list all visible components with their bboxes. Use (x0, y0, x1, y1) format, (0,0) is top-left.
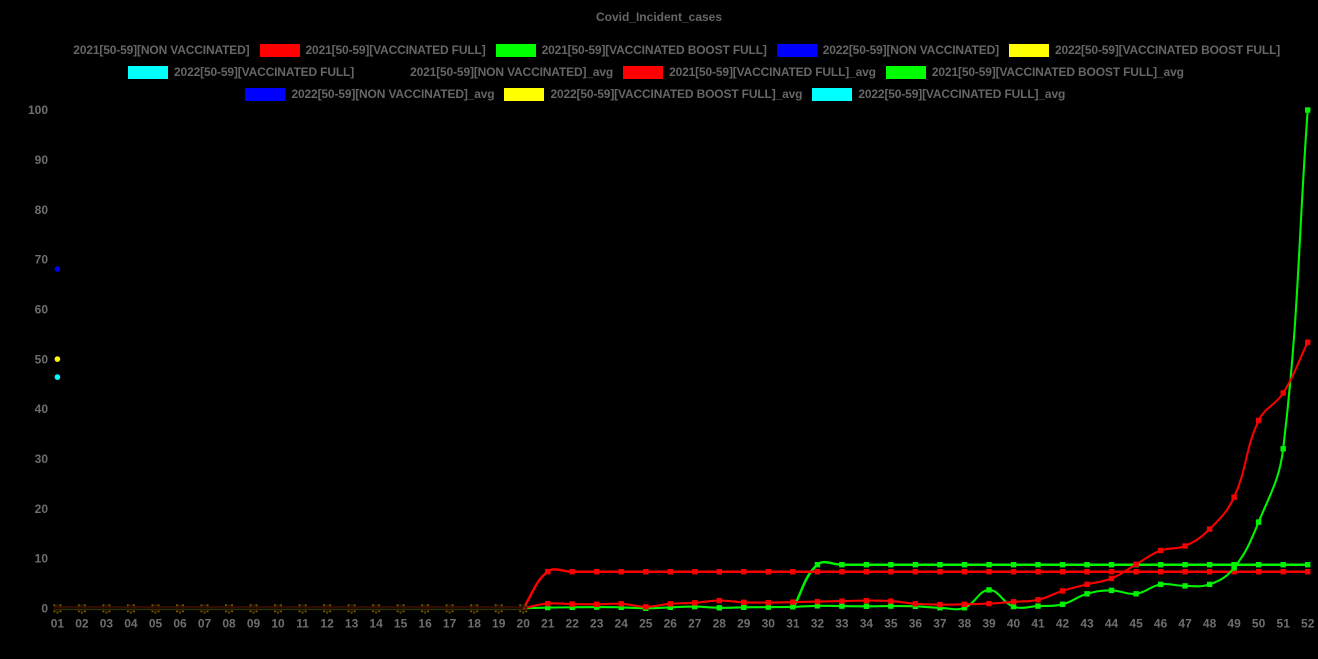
svg-text:47: 47 (1178, 617, 1192, 631)
svg-text:48: 48 (1203, 617, 1217, 631)
svg-text:13: 13 (345, 617, 359, 631)
svg-text:06: 06 (173, 617, 187, 631)
svg-text:17: 17 (443, 617, 457, 631)
svg-text:33: 33 (835, 617, 849, 631)
svg-text:43: 43 (1080, 617, 1094, 631)
svg-text:18: 18 (468, 617, 482, 631)
svg-text:16: 16 (418, 617, 432, 631)
svg-text:37: 37 (933, 617, 947, 631)
svg-text:22: 22 (566, 617, 580, 631)
svg-text:15: 15 (394, 617, 408, 631)
svg-text:40: 40 (1007, 617, 1021, 631)
svg-text:11: 11 (296, 617, 309, 631)
svg-text:27: 27 (688, 617, 702, 631)
svg-text:0: 0 (41, 602, 48, 616)
svg-text:24: 24 (615, 617, 629, 631)
svg-text:10: 10 (35, 552, 49, 566)
svg-text:08: 08 (222, 617, 236, 631)
svg-text:38: 38 (958, 617, 972, 631)
svg-text:46: 46 (1154, 617, 1168, 631)
svg-text:31: 31 (786, 617, 800, 631)
svg-text:01: 01 (51, 617, 65, 631)
svg-text:34: 34 (860, 617, 874, 631)
svg-text:21: 21 (541, 617, 555, 631)
svg-text:26: 26 (664, 617, 678, 631)
svg-text:30: 30 (35, 452, 49, 466)
svg-text:02: 02 (75, 617, 89, 631)
svg-text:80: 80 (35, 203, 49, 217)
svg-text:52: 52 (1301, 617, 1315, 631)
svg-text:60: 60 (35, 303, 49, 317)
svg-text:19: 19 (492, 617, 506, 631)
svg-text:05: 05 (149, 617, 163, 631)
svg-text:70: 70 (35, 253, 49, 267)
svg-text:100: 100 (28, 103, 48, 117)
svg-text:14: 14 (369, 617, 383, 631)
svg-text:07: 07 (198, 617, 212, 631)
svg-text:29: 29 (737, 617, 751, 631)
svg-text:03: 03 (100, 617, 114, 631)
svg-text:44: 44 (1105, 617, 1119, 631)
svg-text:45: 45 (1129, 617, 1143, 631)
svg-text:50: 50 (1252, 617, 1266, 631)
svg-text:23: 23 (590, 617, 604, 631)
svg-text:90: 90 (35, 153, 49, 167)
svg-text:10: 10 (271, 617, 285, 631)
svg-text:20: 20 (517, 617, 531, 631)
svg-text:50: 50 (35, 352, 49, 366)
svg-text:36: 36 (909, 617, 923, 631)
svg-text:25: 25 (639, 617, 653, 631)
svg-text:39: 39 (982, 617, 996, 631)
svg-text:30: 30 (762, 617, 776, 631)
svg-text:49: 49 (1227, 617, 1241, 631)
svg-text:35: 35 (884, 617, 898, 631)
svg-text:04: 04 (124, 617, 138, 631)
svg-text:40: 40 (35, 402, 49, 416)
svg-text:09: 09 (247, 617, 261, 631)
svg-text:42: 42 (1056, 617, 1070, 631)
svg-text:28: 28 (713, 617, 727, 631)
svg-text:32: 32 (811, 617, 825, 631)
svg-text:41: 41 (1031, 617, 1045, 631)
svg-text:20: 20 (35, 502, 49, 516)
svg-text:12: 12 (320, 617, 334, 631)
svg-text:51: 51 (1277, 617, 1291, 631)
